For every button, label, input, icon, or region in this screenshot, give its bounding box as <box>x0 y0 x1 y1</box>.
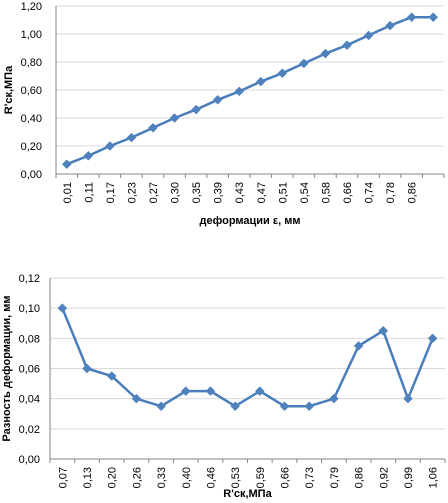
y-tick-label: 1,00 <box>21 29 42 41</box>
x-tick-label: 0,66 <box>280 467 292 488</box>
data-point <box>169 113 180 123</box>
data-point <box>406 12 417 23</box>
x-tick-label: 0,33 <box>156 467 168 488</box>
data-point <box>427 333 438 344</box>
data-point <box>131 393 142 404</box>
x-tick-label: 0,13 <box>82 467 94 488</box>
y-tick-label: 0,02 <box>19 424 40 436</box>
data-point <box>205 386 216 396</box>
data-point <box>212 94 223 105</box>
data-point <box>180 386 191 396</box>
data-point <box>279 401 290 412</box>
x-tick-label: 0,54 <box>299 182 311 203</box>
x-tick-label: 0,30 <box>170 182 182 203</box>
data-point <box>342 40 352 51</box>
x-tick-label: 0,86 <box>407 182 419 203</box>
y-tick-label: 1,20 <box>21 1 42 13</box>
x-tick-label: 0,47 <box>256 182 268 203</box>
x-tick-label: 0,59 <box>255 467 267 488</box>
data-point <box>385 20 395 31</box>
data-point <box>57 303 68 314</box>
chart-1: 0,00 0,20 0,40 0,60 0,80 1,00 1,20 0,01 0,11 0,17… <box>3 1 445 227</box>
data-point <box>230 401 241 412</box>
x-tick-label: 0,92 <box>378 467 390 488</box>
x-tick-label: 0,07 <box>57 467 69 488</box>
x-tick-label: 0,27 <box>148 182 160 203</box>
x-tick-label: 0,86 <box>354 467 366 488</box>
x-tick-label: 0,43 <box>234 182 246 203</box>
x-tick-label: 0,66 <box>342 182 354 203</box>
x-tick-label: 0,74 <box>364 182 376 203</box>
data-point <box>83 150 94 161</box>
x-tick-label: 0,53 <box>230 467 242 488</box>
x-tick-label: 0,20 <box>107 467 119 488</box>
chart-2: 0,00 0,02 0,04 0,06 0,08 0,10 0,12 0,07 0,13 0,20… <box>1 273 446 500</box>
y-tick-label: 0,20 <box>21 141 42 153</box>
x-tick-label: 0,01 <box>62 182 74 203</box>
y-tick-label: 0,40 <box>21 113 42 125</box>
x-tick-label: 0,40 <box>181 467 193 488</box>
y-tick-label: 0,00 <box>21 169 42 181</box>
data-point <box>299 58 309 69</box>
x-tick-label: 0,99 <box>403 467 415 488</box>
x-tick-label: 0,51 <box>277 182 289 203</box>
x-axis-title: R'ск,МПа <box>223 488 272 500</box>
x-tick-label: 0,78 <box>385 182 397 203</box>
series-line <box>66 15 434 166</box>
x-tick-label: 0,58 <box>320 182 332 203</box>
x-tick-label: 0,35 <box>191 182 203 203</box>
x-tick-label: 0,11 <box>83 182 95 203</box>
data-point <box>353 341 364 351</box>
data-point <box>156 401 166 412</box>
y-tick-label: 0,04 <box>19 394 40 406</box>
data-point <box>363 30 374 41</box>
data-point <box>378 325 389 336</box>
data-point <box>234 86 245 97</box>
data-point <box>428 12 439 23</box>
x-tick-label: 0,26 <box>131 467 143 488</box>
data-point <box>329 393 339 404</box>
y-tick-label: 0,00 <box>19 454 40 466</box>
data-point <box>106 371 117 381</box>
y-tick-label: 0,08 <box>19 333 40 345</box>
x-tick-label: 0,79 <box>329 467 341 488</box>
y-tick-label: 0,80 <box>21 57 42 69</box>
data-point <box>148 122 158 133</box>
x-tick-label: 0,73 <box>304 467 316 488</box>
series-line <box>61 307 434 408</box>
data-point <box>320 48 331 59</box>
x-axis-title: деформации ε, мм <box>200 215 301 227</box>
data-point <box>255 76 266 87</box>
data-point <box>105 141 115 151</box>
y-axis-title: R'ск,МПа <box>3 65 15 114</box>
x-tick-label: 0,39 <box>213 182 225 203</box>
y-tick-label: 0,10 <box>19 303 40 315</box>
x-tick-label: 0,17 <box>105 182 117 203</box>
data-point <box>403 393 413 404</box>
data-point <box>61 159 72 170</box>
y-axis-title: Разность деформации, мм <box>1 295 13 441</box>
x-tick-label: 0,46 <box>205 467 217 488</box>
data-point <box>82 363 92 374</box>
data-point <box>254 386 265 396</box>
x-tick-label: 0,23 <box>126 182 138 203</box>
data-point <box>277 68 288 79</box>
data-point <box>191 104 201 115</box>
y-tick-label: 0,60 <box>21 85 42 97</box>
data-point <box>126 132 137 143</box>
data-point <box>304 401 315 412</box>
x-tick-label: 1,06 <box>428 467 440 488</box>
y-tick-label: 0,06 <box>19 364 40 376</box>
y-tick-label: 0,12 <box>19 273 40 285</box>
